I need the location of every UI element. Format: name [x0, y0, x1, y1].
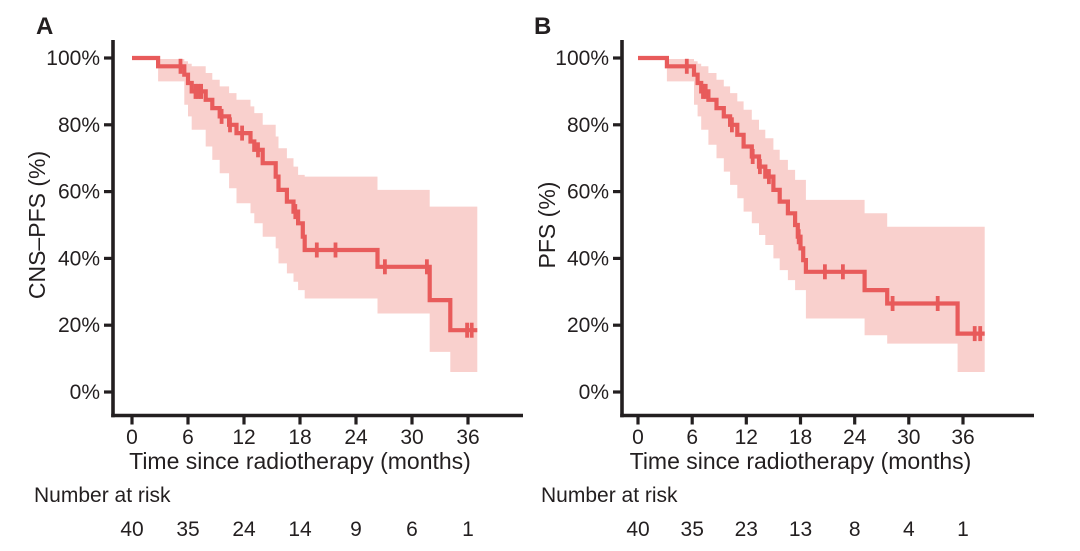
number-at-risk-value: 9: [350, 518, 362, 541]
y-axis-title: PFS (%): [534, 182, 560, 269]
y-tick-label: 80%: [567, 114, 609, 137]
x-axis-title: Time since radiotherapy (months): [129, 448, 471, 474]
number-at-risk-value: 40: [626, 518, 649, 541]
y-tick-label: 40%: [58, 247, 100, 270]
x-tick-label: 36: [951, 426, 974, 449]
y-tick-label: 20%: [567, 314, 609, 337]
number-at-risk-value: 4: [903, 518, 915, 541]
y-tick-label: 100%: [46, 47, 100, 70]
number-at-risk-value: 1: [462, 518, 474, 541]
y-tick-label: 40%: [567, 247, 609, 270]
x-axis-title: Time since radiotherapy (months): [630, 448, 972, 474]
number-at-risk-value: 23: [735, 518, 758, 541]
panel-B: 100% 80% 60% 40% 20% 0% 0 40 6 35 12 23 18 13 24 8 30 4 36…: [534, 13, 1034, 541]
number-at-risk-label: Number at risk: [541, 484, 678, 507]
y-tick-label: 60%: [58, 181, 100, 204]
y-axis-title: CNS–PFS (%): [24, 151, 50, 299]
x-tick-label: 24: [344, 426, 368, 449]
y-tick-label: 100%: [555, 47, 609, 70]
number-at-risk-value: 35: [176, 518, 199, 541]
confidence-band: [666, 59, 985, 372]
x-tick-label: 24: [843, 426, 867, 449]
confidence-band: [158, 59, 478, 372]
number-at-risk-value: 24: [232, 518, 256, 541]
number-at-risk-value: 40: [120, 518, 143, 541]
x-tick-label: 12: [735, 426, 758, 449]
y-tick-label: 20%: [58, 314, 100, 337]
y-tick-label: 0%: [70, 381, 100, 404]
x-tick-label: 36: [456, 426, 479, 449]
y-tick-label: 0%: [579, 381, 609, 404]
number-at-risk-value: 6: [406, 518, 418, 541]
number-at-risk-value: 13: [789, 518, 812, 541]
x-tick-label: 30: [400, 426, 423, 449]
y-tick-label: 60%: [567, 181, 609, 204]
number-at-risk-value: 14: [288, 518, 312, 541]
x-tick-label: 18: [789, 426, 812, 449]
x-tick-label: 12: [232, 426, 255, 449]
x-tick-label: 6: [686, 426, 698, 449]
x-tick-label: 18: [288, 426, 311, 449]
x-tick-label: 0: [632, 426, 644, 449]
panel-A: 100% 80% 60% 40% 20% 0% 0 40 6 35 12 24 18 14 24 9 30 6 36…: [24, 13, 523, 541]
panel-letter: A: [36, 13, 53, 40]
x-tick-label: 6: [182, 426, 194, 449]
x-tick-label: 0: [126, 426, 138, 449]
number-at-risk-value: 1: [957, 518, 969, 541]
y-tick-label: 80%: [58, 114, 100, 137]
number-at-risk-value: 35: [681, 518, 704, 541]
x-tick-label: 30: [897, 426, 920, 449]
number-at-risk-label: Number at risk: [34, 484, 171, 507]
panel-letter: B: [534, 13, 551, 40]
number-at-risk-value: 8: [849, 518, 861, 541]
